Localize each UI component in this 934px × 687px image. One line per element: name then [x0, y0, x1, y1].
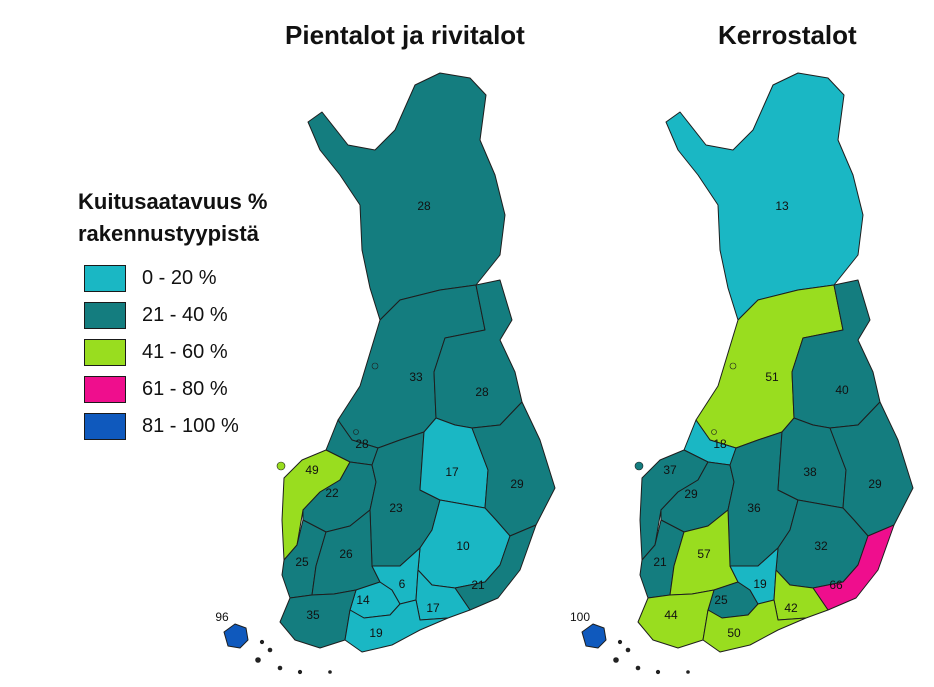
island-shape — [613, 657, 619, 663]
legend-item-81-100: 81 - 100 % — [84, 408, 239, 445]
region-label-pohjois-pohjanmaa: 51 — [765, 370, 779, 384]
legend-swatch — [84, 265, 126, 292]
map-right: 13 51 40 18 37 29 36 38 29 32 66 21 57 25 19 42 44 50 100 — [570, 72, 914, 675]
region-label-lappi: 13 — [775, 199, 789, 213]
region-ahvenanmaa — [581, 623, 607, 649]
island-shape — [655, 669, 661, 675]
legend-label: 81 - 100 % — [142, 415, 239, 437]
region-label-keski-pohjanmaa: 28 — [355, 437, 369, 451]
region-label-ahvenanmaa: 100 — [570, 610, 590, 624]
region-label-kymenlaakso: 17 — [426, 601, 440, 615]
region-label-etela-pohjanmaa: 29 — [684, 487, 698, 501]
region-label-uusimaa: 50 — [727, 626, 741, 640]
region-label-kanta-hame: 25 — [714, 593, 728, 607]
island-shape — [729, 362, 737, 370]
region-label-etela-savo: 10 — [456, 539, 470, 553]
island-shape — [625, 647, 631, 653]
legend-label: 41 - 60 % — [142, 341, 228, 363]
legend-item-0-20: 0 - 20 % — [84, 260, 239, 297]
region-uusimaa — [702, 599, 807, 653]
island-shape — [328, 670, 332, 674]
map-title-left: Pientalot ja rivitalot — [285, 20, 525, 50]
island-shape — [635, 665, 641, 671]
island-shape — [276, 461, 286, 471]
island-shape — [617, 639, 623, 645]
region-label-pohjanmaa: 49 — [305, 463, 319, 477]
island-shape — [686, 670, 690, 674]
region-label-kainuu: 40 — [835, 383, 849, 397]
region-label-pirkanmaa: 57 — [697, 547, 711, 561]
region-label-paijat-hame: 19 — [753, 577, 767, 591]
legend-title-line2: rakennustyypistä — [78, 221, 259, 246]
region-label-paijat-hame: 6 — [399, 577, 406, 591]
region-label-pohjanmaa: 37 — [663, 463, 677, 477]
region-label-varsinais-suomi: 44 — [664, 608, 678, 622]
legend-swatch — [84, 302, 126, 329]
island-shape — [267, 647, 273, 653]
region-label-kainuu: 28 — [475, 385, 489, 399]
region-lappi — [307, 72, 506, 321]
region-label-lappi: 28 — [417, 199, 431, 213]
legend-item-61-80: 61 - 80 % — [84, 371, 239, 408]
region-label-keski-suomi: 36 — [747, 501, 761, 515]
legend-swatch — [84, 376, 126, 403]
region-uusimaa — [344, 599, 449, 653]
island-shape — [277, 665, 283, 671]
island-shape — [297, 669, 303, 675]
map-left: 28 33 28 28 49 22 23 17 29 10 21 25 26 14 6 17 35 19 96 — [215, 72, 556, 675]
region-label-keski-pohjanmaa: 18 — [713, 437, 727, 451]
legend-label: 21 - 40 % — [142, 304, 228, 326]
region-label-pirkanmaa: 26 — [339, 547, 353, 561]
region-label-etela-savo: 32 — [814, 539, 828, 553]
region-label-uusimaa: 19 — [369, 626, 383, 640]
legend-item-41-60: 41 - 60 % — [84, 334, 239, 371]
map-title-right: Kerrostalot — [718, 20, 857, 50]
legend-swatch — [84, 413, 126, 440]
legend-title: Kuitusaatavuus % rakennustyypistä — [78, 186, 268, 250]
island-shape — [634, 461, 644, 471]
legend-title-line1: Kuitusaatavuus % — [78, 189, 268, 214]
region-label-varsinais-suomi: 35 — [306, 608, 320, 622]
region-label-kanta-hame: 14 — [356, 593, 370, 607]
island-shape — [353, 429, 359, 435]
island-shape — [255, 657, 261, 663]
legend-label: 0 - 20 % — [142, 267, 217, 289]
region-label-etela-karjala: 66 — [829, 578, 843, 592]
region-label-pohjois-pohjanmaa: 33 — [409, 370, 423, 384]
island-shape — [259, 639, 265, 645]
legend-swatch — [84, 339, 126, 366]
region-label-pohjois-karjala: 29 — [868, 477, 882, 491]
island-shape — [711, 429, 717, 435]
region-label-satakunta: 21 — [653, 555, 667, 569]
region-label-ahvenanmaa: 96 — [215, 610, 229, 624]
region-label-etela-pohjanmaa: 22 — [325, 486, 339, 500]
legend-label: 61 - 80 % — [142, 378, 228, 400]
region-label-satakunta: 25 — [295, 555, 309, 569]
region-label-pohjois-savo: 17 — [445, 465, 459, 479]
region-label-kymenlaakso: 42 — [784, 601, 798, 615]
region-label-pohjois-karjala: 29 — [510, 477, 524, 491]
legend-item-21-40: 21 - 40 % — [84, 297, 239, 334]
region-label-etela-karjala: 21 — [471, 578, 485, 592]
region-lappi — [665, 72, 864, 321]
legend: 0 - 20 % 21 - 40 % 41 - 60 % 61 - 80 % 8… — [84, 260, 239, 445]
island-shape — [371, 362, 379, 370]
region-label-keski-suomi: 23 — [389, 501, 403, 515]
region-label-pohjois-savo: 38 — [803, 465, 817, 479]
region-ahvenanmaa — [223, 623, 249, 649]
